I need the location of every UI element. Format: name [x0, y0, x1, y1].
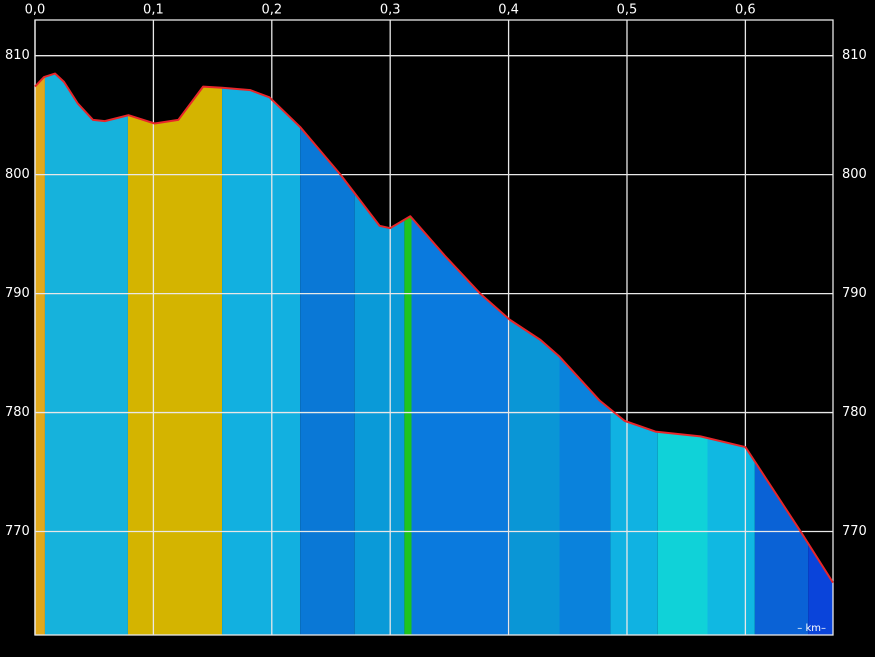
y-tick-label-right: 770	[842, 524, 867, 539]
x-tick-label: 0,1	[143, 3, 164, 18]
segment	[657, 73, 708, 635]
segment	[754, 73, 809, 635]
y-tick-label-right: 810	[842, 48, 867, 63]
segment	[509, 73, 560, 635]
area-bands	[35, 73, 833, 635]
y-tick-label-right: 780	[842, 405, 867, 420]
segment	[707, 73, 755, 635]
segment	[559, 73, 611, 635]
unit-label: – km–	[797, 623, 826, 634]
x-tick-label: 0,2	[261, 3, 282, 18]
y-tick-label: 790	[5, 286, 30, 301]
x-tick-label: 0,6	[735, 3, 756, 18]
segment	[300, 73, 355, 635]
segment	[411, 73, 510, 635]
grid	[34, 19, 834, 636]
plot-border	[34, 19, 834, 636]
elevation-line	[34, 72, 834, 584]
y-tick-label: 800	[5, 167, 30, 182]
segment	[44, 73, 128, 635]
segment	[808, 73, 833, 635]
segment	[222, 73, 301, 635]
x-tick-label: 0,3	[380, 3, 401, 18]
segment	[35, 73, 45, 635]
x-tick-label: 0,0	[25, 3, 46, 18]
x-tick-label: 0,4	[498, 3, 519, 18]
x-tick-label: 0,5	[617, 3, 638, 18]
y-tick-label: 780	[5, 405, 30, 420]
segment	[127, 73, 223, 635]
y-tick-label-right: 790	[842, 286, 867, 301]
y-tick-label-right: 800	[842, 167, 867, 182]
foreground: 0,0 0,1 0,2 0,3 0,4 0,5 0,6 770 770 780 780 790 790 8…	[5, 3, 867, 635]
segment	[404, 73, 412, 635]
y-tick-label: 810	[5, 48, 30, 63]
y-tick-label: 770	[5, 524, 30, 539]
segment	[354, 73, 405, 635]
segment	[610, 73, 658, 635]
